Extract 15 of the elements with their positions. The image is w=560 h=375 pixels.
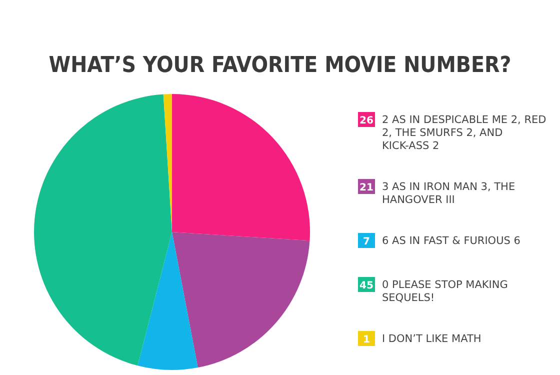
pie-slice [138, 232, 198, 370]
data-label: 1 [363, 334, 370, 346]
data-label: 21 [360, 182, 374, 194]
pie-slice [172, 232, 310, 368]
legend-label: 0 PLEASE STOP MAKING SEQUELS! [382, 279, 508, 304]
legend-label: I DON’T LIKE MATH [382, 333, 482, 345]
data-label: 7 [363, 236, 370, 248]
data-label: 45 [360, 280, 374, 292]
legend-label: 2 AS IN DESPICABLE ME 2, RED 2, THE SMURFS 2, AND KICK-ASS 2 [382, 114, 546, 152]
legend-label: 6 AS IN FAST & FURIOUS 6 [382, 235, 521, 247]
data-label: 26 [360, 116, 374, 126]
legend-label: 3 AS IN IRON MAN 3, THE HANGOVER III [382, 181, 516, 206]
pie-slice [172, 94, 310, 241]
pie-slice [34, 94, 172, 366]
chart-title: WHAT’S YOUR FAVORITE MOVIE NUMBER? [48, 53, 512, 78]
